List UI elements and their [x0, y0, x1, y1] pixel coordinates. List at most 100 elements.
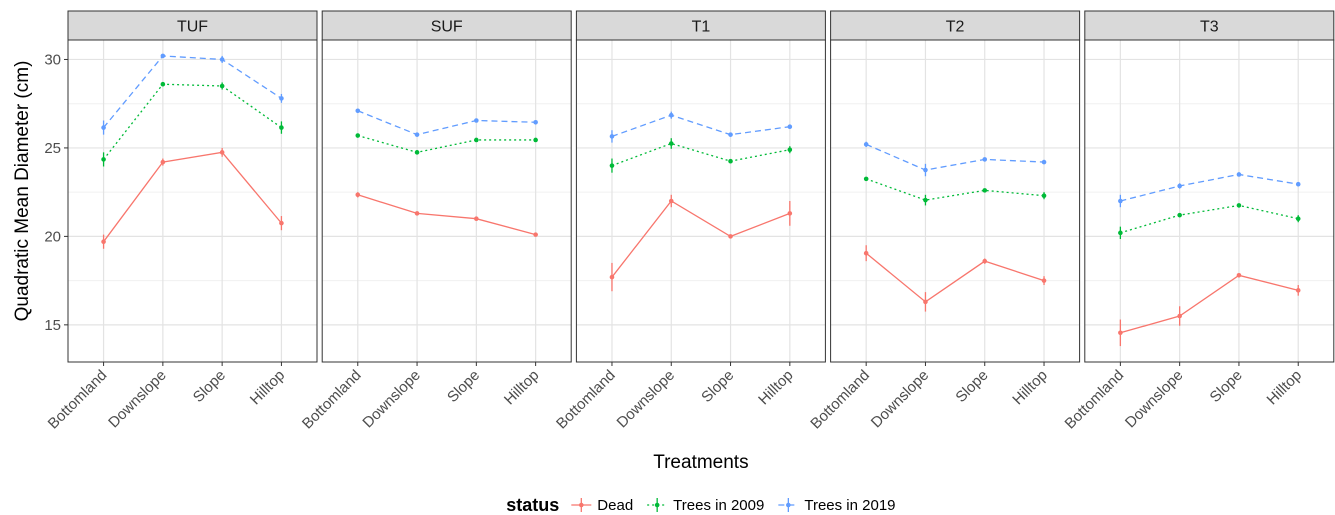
x-tick-label: Downslope: [614, 367, 679, 432]
data-point: [863, 250, 869, 256]
facet-strip: [1084, 10, 1335, 41]
data-point: [728, 234, 733, 239]
data-point: [160, 81, 166, 87]
data-point: [787, 211, 793, 216]
series-line: [103, 151, 282, 243]
series-line: [1120, 173, 1299, 202]
data-point: [160, 159, 166, 165]
data-point: [474, 118, 479, 123]
y-tick-label: 20: [44, 228, 61, 245]
data-point: [668, 198, 674, 204]
panel-border: [1084, 39, 1335, 363]
x-tick-label: Hilltop: [1264, 367, 1305, 408]
x-tick-label: Hilltop: [755, 367, 796, 408]
data-point: [1177, 212, 1182, 218]
series-line: [611, 114, 790, 138]
data-point: [787, 147, 793, 152]
series-line: [357, 134, 536, 154]
data-point: [982, 258, 988, 264]
data-point: [219, 150, 225, 155]
data-point: [101, 125, 106, 130]
panel-background: [322, 40, 572, 362]
data-point: [1236, 172, 1242, 177]
facet-label: T2: [946, 19, 965, 36]
series-line: [103, 83, 282, 160]
panel-background: [576, 40, 826, 362]
data-point: [668, 141, 674, 146]
data-point: [101, 239, 106, 244]
data-point: [982, 157, 988, 162]
x-tick-label: Hilltop: [1009, 367, 1050, 408]
series-line: [357, 194, 536, 236]
data-point: [1295, 288, 1301, 293]
x-tick-label: Bottomland: [807, 367, 873, 433]
panel-border: [321, 39, 572, 363]
data-point: [923, 167, 928, 173]
data-point: [1295, 181, 1301, 187]
facet-label: TUF: [177, 19, 208, 36]
data-point: [1041, 159, 1047, 165]
x-tick-label: Slope: [698, 367, 737, 406]
data-point: [279, 220, 284, 226]
data-point: [1118, 330, 1123, 336]
facet-strip: [67, 10, 318, 41]
data-point: [1118, 230, 1123, 236]
data-point: [355, 192, 361, 198]
y-tick-label: 30: [44, 51, 61, 68]
legend-label: Trees in 2009: [673, 497, 764, 514]
series-line: [1120, 204, 1299, 234]
legend: status Dead Trees in 2009 Trees in 2019: [506, 495, 895, 515]
series-line: [865, 178, 1045, 201]
data-point: [1236, 273, 1242, 278]
data-point: [863, 176, 869, 182]
data-point: [414, 132, 420, 137]
series-line: [865, 143, 1045, 171]
x-tick-label: Slope: [190, 367, 229, 406]
panel-border: [575, 39, 826, 363]
data-point: [219, 83, 225, 89]
legend-label: Trees in 2019: [804, 497, 895, 514]
x-tick-label: Hilltop: [501, 367, 542, 408]
data-point: [160, 53, 166, 59]
legend-title: status: [506, 495, 559, 515]
data-point: [728, 158, 733, 164]
data-point: [1118, 198, 1123, 204]
data-point: [414, 150, 420, 155]
data-point: [923, 197, 928, 203]
data-point: [1177, 313, 1182, 319]
series-line: [865, 252, 1045, 303]
data-point: [355, 108, 361, 114]
x-tick-label: Downslope: [868, 367, 933, 432]
facet-strip: [830, 10, 1081, 41]
data-point: [533, 119, 538, 125]
data-point: [609, 274, 615, 280]
x-tick-label: Downslope: [359, 367, 424, 432]
facet-label: T1: [692, 19, 711, 36]
y-tick-label: 15: [44, 317, 61, 334]
facet-label: T3: [1200, 19, 1219, 36]
x-tick-label: Bottomland: [45, 367, 111, 433]
panel-background: [1084, 40, 1334, 362]
panel-border: [830, 39, 1081, 363]
facet-strip: [321, 10, 572, 41]
data-point: [728, 132, 733, 137]
panel-border: [67, 39, 318, 363]
data-point: [609, 163, 615, 168]
data-point: [279, 96, 284, 101]
series-line: [357, 110, 536, 136]
data-point: [533, 137, 538, 143]
data-point: [863, 142, 869, 147]
data-point: [101, 157, 106, 162]
data-point: [1236, 203, 1242, 208]
x-tick-label: Slope: [1207, 367, 1246, 406]
data-point: [533, 232, 538, 237]
data-point: [219, 57, 225, 62]
data-point: [1295, 216, 1301, 221]
data-point: [279, 125, 284, 130]
y-tick-label: 25: [44, 140, 61, 157]
x-tick-label: Slope: [952, 367, 991, 406]
facet-strip: [575, 10, 826, 41]
data-point: [474, 137, 479, 143]
data-point: [982, 188, 988, 193]
